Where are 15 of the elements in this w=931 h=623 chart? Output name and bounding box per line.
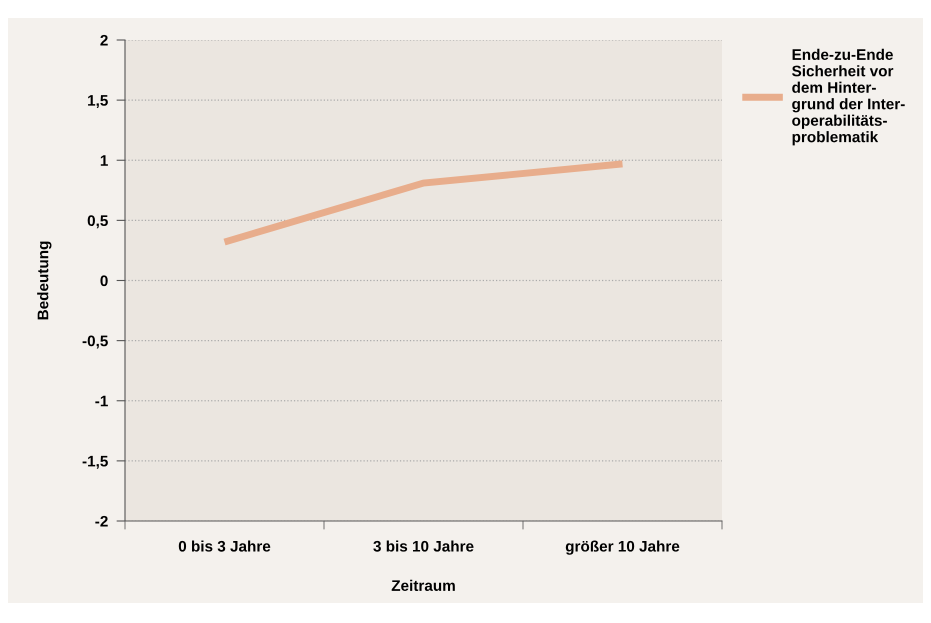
y-tick-label: -1 <box>95 396 108 406</box>
x-tick-label: 3 bis 10 Jahre <box>373 540 474 552</box>
y-tick-label: -2 <box>95 516 108 527</box>
y-tick-label: 0,5 <box>88 215 108 228</box>
y-axis-title: Bedeutung <box>37 242 52 320</box>
y-tick-label: 2 <box>100 34 108 46</box>
x-tick-label: 0 bis 3 Jahre <box>178 540 270 552</box>
y-tick-label: 1 <box>100 155 108 166</box>
y-tick-label: 1,5 <box>88 95 108 108</box>
y-tick-label: 0 <box>100 275 108 286</box>
x-tick-label: größer 10 Jahre <box>566 540 680 555</box>
legend-label: Ende-zu-Ende Sicherheit vor dem Hinter- grund der Inter- operabilitäts- problematik <box>792 48 905 146</box>
y-tick-label: -1,5 <box>82 456 108 469</box>
y-tick-label: -0,5 <box>82 335 108 349</box>
x-axis-title: Zeitraum <box>392 580 455 591</box>
